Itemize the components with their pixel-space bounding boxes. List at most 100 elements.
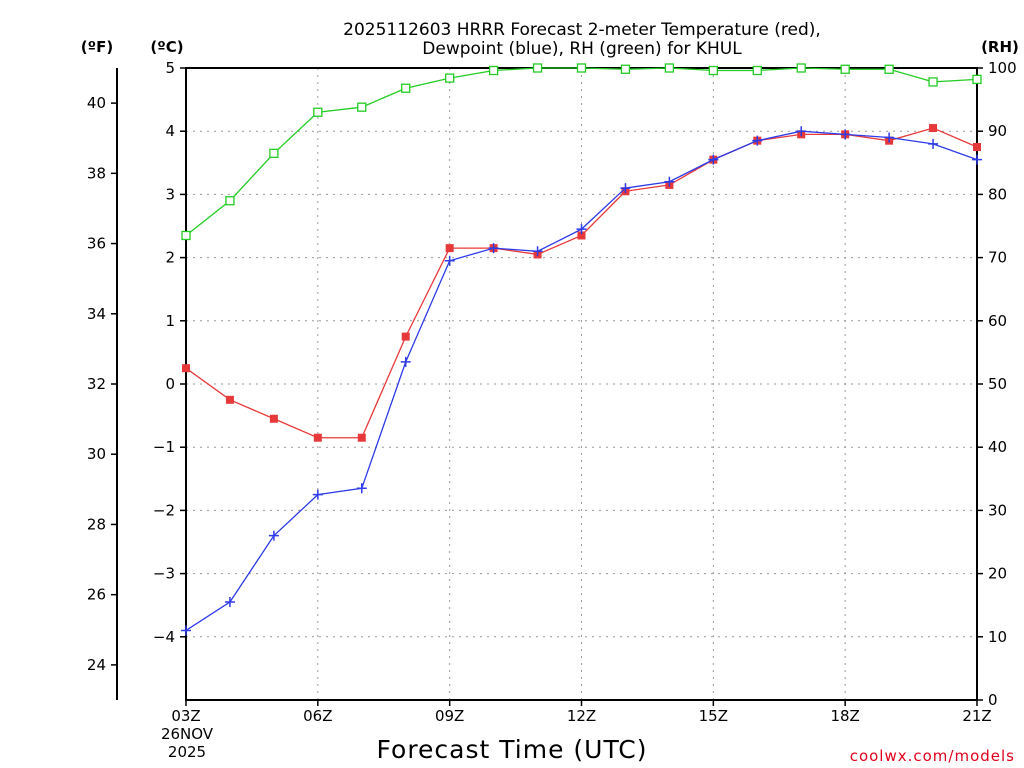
dewpoint-line bbox=[185, 130, 978, 632]
fahrenheit-tick-label: 32 bbox=[87, 375, 106, 393]
data-series bbox=[181, 63, 982, 636]
gridlines bbox=[186, 68, 977, 700]
dewpoint-point bbox=[400, 356, 411, 367]
temperature-point bbox=[313, 433, 322, 442]
dewpoint-point bbox=[840, 129, 851, 140]
dewpoint-point bbox=[224, 597, 235, 608]
rh-line bbox=[185, 67, 978, 236]
temperature-point bbox=[929, 124, 938, 133]
dewpoint-point bbox=[752, 135, 763, 146]
fahrenheit-tick-label: 26 bbox=[87, 586, 106, 604]
celsius-tick-label: 3 bbox=[165, 185, 175, 203]
x-tick-label: 15Z bbox=[699, 707, 728, 725]
rh-point bbox=[664, 63, 675, 73]
rh-point bbox=[840, 64, 850, 74]
fahrenheit-tick-label: 34 bbox=[87, 305, 106, 323]
rh-point bbox=[445, 73, 455, 83]
dewpoint-point bbox=[708, 154, 719, 165]
x-tick-label: 09Z bbox=[435, 707, 464, 725]
temperature-point bbox=[973, 143, 981, 151]
dewpoint-point bbox=[972, 154, 982, 165]
temperature-point bbox=[445, 244, 454, 253]
fahrenheit-tick-label: 28 bbox=[87, 515, 106, 533]
fahrenheit-tick-label: 30 bbox=[87, 445, 106, 463]
rh-point bbox=[225, 196, 235, 206]
axis-ticks: −4−3−2−101234501020304050607080901002426… bbox=[87, 59, 1017, 725]
x-tick-label: 12Z bbox=[567, 707, 596, 725]
dewpoint-point bbox=[312, 489, 323, 500]
rh-tick-label: 100 bbox=[988, 59, 1017, 77]
fahrenheit-tick-label: 24 bbox=[87, 656, 106, 674]
rh-unit-label: (RH) bbox=[981, 38, 1019, 56]
rh-point bbox=[532, 63, 543, 73]
rh-point bbox=[576, 63, 587, 73]
rh-point bbox=[401, 83, 411, 93]
rh-point bbox=[752, 65, 762, 76]
rh-point bbox=[972, 74, 982, 85]
temperature-point bbox=[357, 433, 366, 442]
fahrenheit-unit-label: (ºF) bbox=[81, 38, 113, 56]
dewpoint-point bbox=[532, 246, 543, 257]
dewpoint-point bbox=[268, 530, 279, 541]
temperature-point bbox=[269, 414, 278, 423]
dewpoint-point bbox=[664, 176, 675, 187]
celsius-tick-label: −1 bbox=[153, 438, 175, 456]
celsius-tick-label: 5 bbox=[165, 59, 175, 77]
temperature-point bbox=[225, 395, 234, 404]
dewpoint-point bbox=[620, 183, 631, 194]
x-axis-title: Forecast Time (UTC) bbox=[377, 735, 648, 764]
rh-point bbox=[796, 63, 806, 73]
dewpoint-point bbox=[796, 126, 807, 137]
temperature-point bbox=[577, 231, 586, 240]
celsius-unit-label: (ºC) bbox=[150, 38, 183, 56]
credit-link[interactable]: coolwx.com/models bbox=[850, 747, 1015, 765]
rh-point bbox=[928, 77, 938, 87]
rh-tick-label: 70 bbox=[988, 249, 1007, 267]
rh-tick-label: 50 bbox=[988, 375, 1007, 393]
rh-point bbox=[708, 65, 718, 76]
dewpoint-point bbox=[488, 243, 499, 254]
x-tick-label: 18Z bbox=[830, 707, 859, 725]
celsius-tick-label: 4 bbox=[165, 122, 175, 140]
rh-point bbox=[269, 148, 279, 158]
x-tick-label: 03Z bbox=[171, 707, 200, 725]
rh-tick-label: 10 bbox=[988, 628, 1007, 646]
celsius-tick-label: 1 bbox=[165, 312, 175, 330]
dewpoint-point bbox=[576, 224, 587, 235]
fahrenheit-tick-label: 38 bbox=[87, 164, 106, 182]
rh-tick-label: 0 bbox=[988, 691, 998, 709]
temperature-point bbox=[182, 364, 190, 373]
rh-tick-label: 40 bbox=[988, 438, 1007, 456]
x-tick-label: 06Z bbox=[303, 707, 332, 725]
x-date-day: 26NOV bbox=[161, 725, 214, 743]
dewpoint-point bbox=[356, 483, 367, 494]
chart-title-line1: 2025112603 HRRR Forecast 2-meter Tempera… bbox=[343, 20, 821, 40]
rh-point bbox=[620, 64, 631, 74]
rh-point bbox=[181, 230, 191, 241]
temperature-point bbox=[401, 332, 410, 341]
rh-tick-label: 90 bbox=[988, 122, 1007, 140]
rh-tick-label: 30 bbox=[988, 501, 1007, 519]
chart-title-line2: Dewpoint (blue), RH (green) for KHUL bbox=[422, 39, 742, 59]
dewpoint-point bbox=[928, 138, 939, 149]
fahrenheit-tick-label: 40 bbox=[87, 94, 106, 112]
celsius-tick-label: −3 bbox=[153, 565, 175, 583]
rh-point bbox=[884, 64, 894, 74]
fahrenheit-tick-label: 36 bbox=[87, 235, 106, 253]
celsius-tick-label: −4 bbox=[153, 628, 175, 646]
rh-tick-label: 80 bbox=[988, 185, 1007, 203]
rh-point bbox=[313, 107, 323, 117]
dewpoint-point bbox=[181, 625, 191, 636]
dewpoint-point bbox=[444, 255, 455, 266]
rh-tick-label: 20 bbox=[988, 565, 1007, 583]
celsius-tick-label: 0 bbox=[165, 375, 175, 393]
celsius-tick-label: −2 bbox=[153, 501, 175, 519]
rh-point bbox=[488, 65, 499, 76]
x-date-year: 2025 bbox=[168, 743, 206, 761]
dewpoint-point bbox=[884, 132, 895, 143]
rh-tick-label: 60 bbox=[988, 312, 1007, 330]
rh-point bbox=[357, 102, 367, 112]
celsius-tick-label: 2 bbox=[165, 249, 175, 267]
x-tick-label: 21Z bbox=[962, 707, 991, 725]
